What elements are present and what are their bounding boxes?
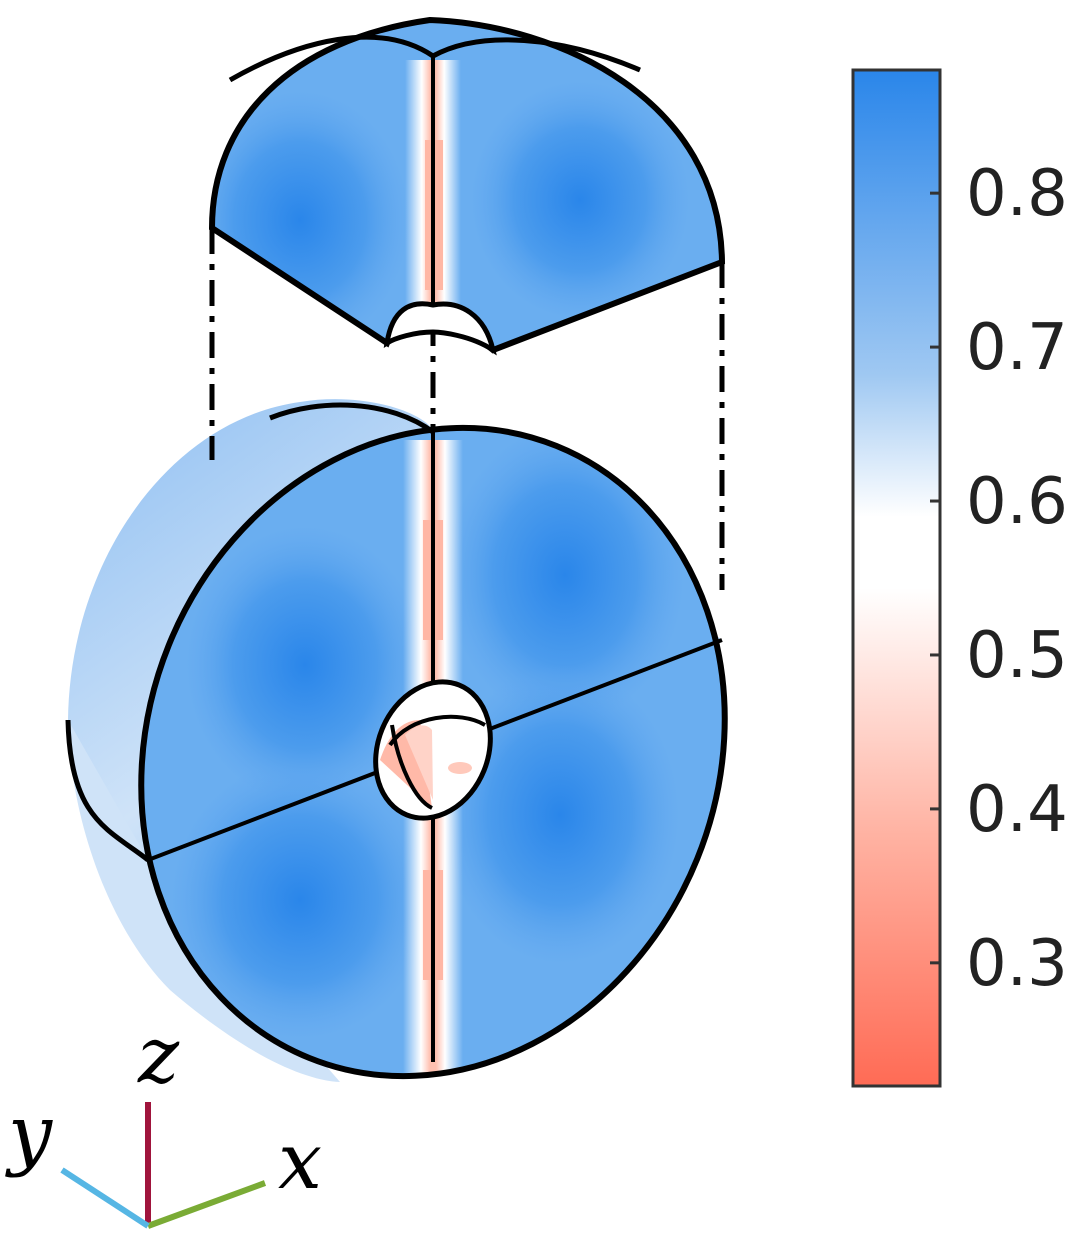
z-axis-label: z — [137, 1011, 180, 1101]
colorbar-tick-label: 0.3 — [966, 927, 1068, 1001]
lower-solid-front-outline — [138, 424, 728, 1080]
y-axis-line — [60, 1167, 150, 1229]
lower-solid-top-arc — [269, 402, 435, 435]
colorbar-tick-label: 0.7 — [966, 311, 1068, 385]
colorbar-tick-label: 0.4 — [966, 773, 1068, 847]
coordinate-axes: z x y — [5, 1011, 322, 1229]
lower-solid-rim-side — [68, 720, 340, 1082]
x-axis-line — [146, 1180, 267, 1229]
upper-wedge — [208, 16, 726, 356]
colorbar-ticks: 0.8 0.7 0.6 0.5 0.4 0.3 — [930, 157, 1068, 1001]
exploded-view-connectors — [209, 228, 725, 590]
colorbar-tick-label: 0.8 — [966, 157, 1068, 231]
colorbar-gradient — [851, 68, 942, 1088]
y-axis-label: y — [5, 1089, 53, 1179]
colorbar-tick-label: 0.6 — [966, 465, 1068, 539]
colorbar-tick-label: 0.5 — [966, 619, 1068, 693]
colorbar: 0.8 0.7 0.6 0.5 0.4 0.3 — [851, 68, 1068, 1088]
x-axis-label: x — [278, 1117, 322, 1207]
inner-cavity — [373, 679, 493, 821]
lower-solid-back-arc — [65, 719, 150, 862]
upper-wedge-cavity — [383, 301, 497, 356]
